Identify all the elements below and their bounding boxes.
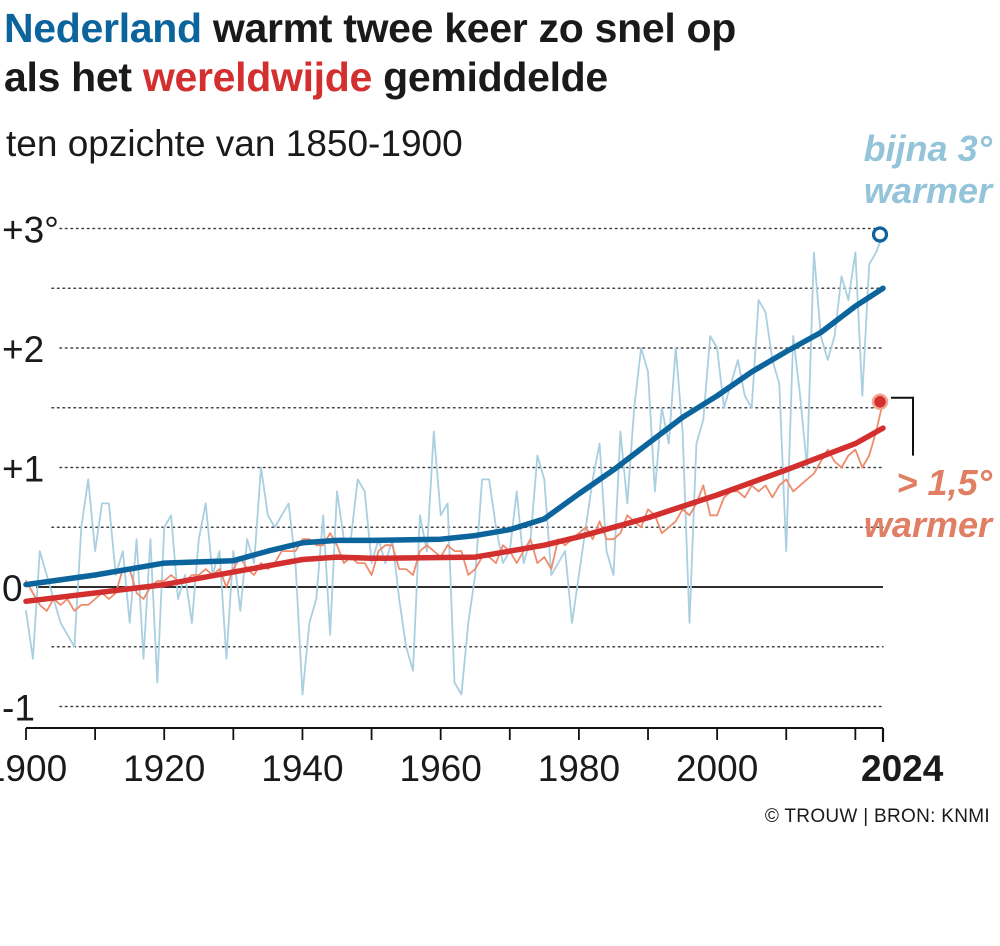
- global-annual-line: [25, 400, 884, 612]
- global-annotation: > 1,5° warmer: [864, 462, 992, 546]
- endpoint-markers: [871, 226, 914, 456]
- global-endpoint-marker: [871, 393, 889, 411]
- global-endpoint-bracket: [891, 396, 914, 456]
- y-tick-label: -1: [2, 688, 35, 729]
- x-axis: 1900 1920 1940 1960 1980 2000 2024: [0, 727, 944, 789]
- nederland-endpoint-marker: [871, 226, 889, 243]
- y-tick-label: 0: [2, 568, 23, 609]
- title-nederland: Nederland: [4, 5, 202, 51]
- x-tick-label: 1940: [261, 748, 343, 789]
- global-annotation-line1: > 1,5°: [896, 462, 992, 503]
- global-trend-line: [23, 425, 886, 605]
- grid-lines: [36, 227, 884, 708]
- chart-subtitle: ten opzichte van 1850-1900: [6, 123, 463, 164]
- y-tick-label: +2: [2, 329, 44, 370]
- nederland-annotation: bijna 3° warmer: [864, 128, 992, 212]
- x-tick-label: 1900: [0, 748, 67, 789]
- y-tick-label: +1: [2, 449, 44, 490]
- x-tick-label: 1980: [538, 748, 620, 789]
- title-wereldwijde: wereldwijde: [142, 54, 372, 100]
- nederland-annotation-line2: warmer: [863, 170, 992, 211]
- title-text-2: als het: [4, 54, 143, 100]
- x-tick-label: 2000: [676, 748, 758, 789]
- title-text-3: gemiddelde: [372, 54, 608, 100]
- series-lines: [23, 233, 886, 696]
- chart-title: Nederland warmt twee keer zo snel op als…: [4, 4, 736, 102]
- y-tick-label: +3°: [2, 210, 59, 251]
- title-text-1: warmt twee keer zo snel op: [201, 5, 736, 51]
- x-tick-label: 1960: [400, 748, 482, 789]
- nederland-annotation-line1: bijna 3°: [863, 128, 992, 169]
- source-credit: © TROUW | BRON: KNMI: [764, 806, 990, 827]
- x-tick-label: 2024: [861, 748, 944, 789]
- y-axis-labels: -1 0 +1 +2 +3°: [2, 210, 59, 729]
- nederland-trend-line: [23, 285, 886, 588]
- x-tick-label: 1920: [123, 748, 205, 789]
- nederland-annual-line: [25, 233, 884, 696]
- global-annotation-line2: warmer: [863, 504, 992, 545]
